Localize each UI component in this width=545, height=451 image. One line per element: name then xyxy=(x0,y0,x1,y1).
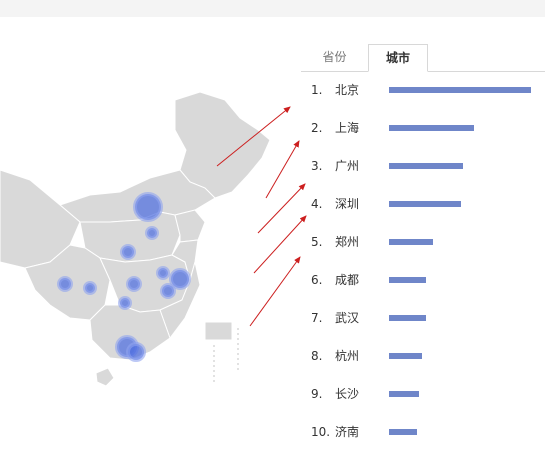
rank-row: 7. 武汉 xyxy=(301,299,545,337)
rank-number: 2. xyxy=(311,121,323,135)
rank-number: 5. xyxy=(311,235,323,249)
rank-city: 武汉 xyxy=(335,311,360,325)
rank-row: 5. 郑州 xyxy=(301,223,545,261)
bubble-shanghai xyxy=(169,268,191,290)
rank-bar xyxy=(389,163,463,169)
rank-number: 7. xyxy=(311,311,323,325)
rank-bar xyxy=(389,429,417,435)
rank-number: 1. xyxy=(311,83,323,97)
rank-row: 9. 长沙 xyxy=(301,375,545,413)
rank-row: 1. 北京 xyxy=(301,71,545,109)
rank-number: 8. xyxy=(311,349,323,363)
rank-bar xyxy=(389,87,531,93)
rank-number: 6. xyxy=(311,273,323,287)
rank-city: 郑州 xyxy=(335,235,360,249)
region-tabs: 省份 城市 xyxy=(301,44,545,72)
rank-row: 2. 上海 xyxy=(301,109,545,147)
rank-row: 4. 深圳 xyxy=(301,185,545,223)
rank-bar xyxy=(389,125,474,131)
rank-bar xyxy=(389,315,426,321)
rank-city: 北京 xyxy=(335,83,360,97)
rank-row: 10. 济南 xyxy=(301,413,545,451)
bubble-beijing xyxy=(133,192,163,222)
rank-city: 广州 xyxy=(335,159,360,173)
tab-city[interactable]: 城市 xyxy=(368,44,428,72)
bubble-changsha xyxy=(118,296,132,310)
bubble-chongqing xyxy=(83,281,97,295)
rank-bar xyxy=(389,391,419,397)
map-islands xyxy=(213,328,239,385)
china-map xyxy=(0,91,271,387)
bubble-wuhan xyxy=(126,276,142,292)
rank-city: 杭州 xyxy=(335,349,360,363)
rank-city: 上海 xyxy=(335,121,360,135)
tab-province[interactable]: 省份 xyxy=(322,50,347,64)
bubble-nanjing xyxy=(156,266,170,280)
top-bar xyxy=(0,0,545,17)
rank-row: 3. 广州 xyxy=(301,147,545,185)
map-bubbles xyxy=(57,192,191,362)
rank-city: 长沙 xyxy=(335,387,360,401)
rank-bar xyxy=(389,239,433,245)
bubble-tianjin xyxy=(145,226,159,240)
bubble-zhengzhou xyxy=(120,244,136,260)
rank-city: 深圳 xyxy=(335,197,360,211)
city-ranking-list: 1. 北京 2. 上海 3. 广州 4. 深圳 5. 郑州 6. 成都 7. 武… xyxy=(301,71,545,451)
bubble-hangzhou xyxy=(160,283,176,299)
rank-number: 9. xyxy=(311,387,323,401)
rank-city: 成都 xyxy=(335,273,360,287)
rank-number: 3. xyxy=(311,159,323,173)
rank-number: 4. xyxy=(311,197,323,211)
rank-number: 10. xyxy=(311,425,331,439)
bubble-shenzhen xyxy=(126,342,146,362)
rank-bar xyxy=(389,353,422,359)
rank-bar xyxy=(389,277,426,283)
rank-row: 6. 成都 xyxy=(301,261,545,299)
rank-bar xyxy=(389,201,461,207)
rank-city: 济南 xyxy=(335,425,360,439)
rank-row: 8. 杭州 xyxy=(301,337,545,375)
bubble-chengdu xyxy=(57,276,73,292)
